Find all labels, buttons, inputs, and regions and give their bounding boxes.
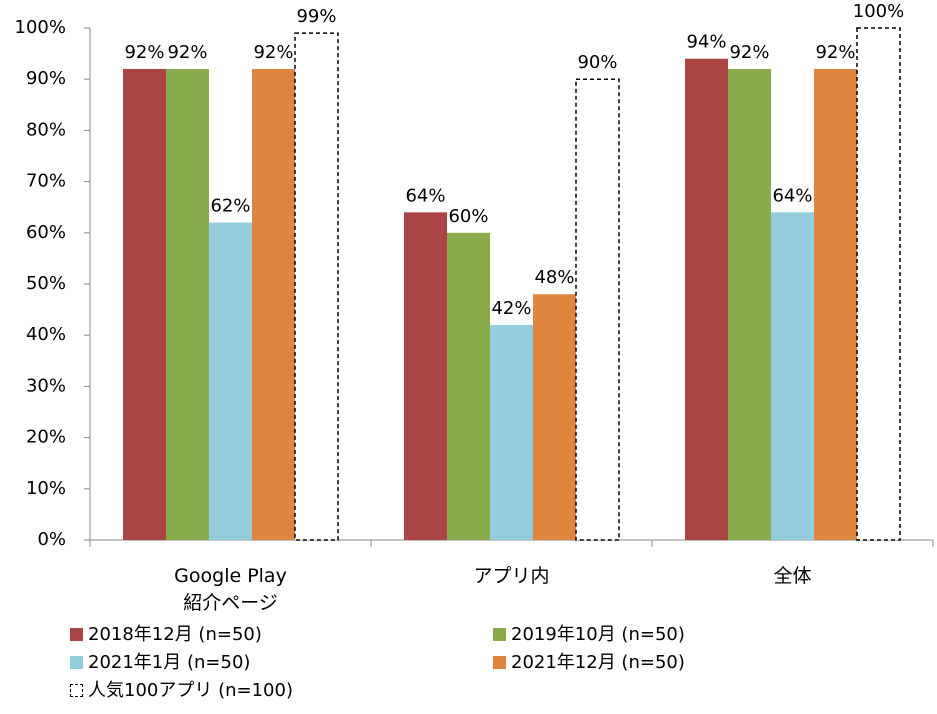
legend-swatch: [70, 684, 83, 697]
bar: [490, 324, 533, 540]
legend-label: 2019年10月 (n=50): [511, 624, 685, 645]
data-label: 60%: [448, 206, 488, 227]
y-tick-label: 40%: [26, 324, 66, 345]
legend-label: 人気100アプリ (n=100): [88, 680, 293, 701]
y-tick-label: 70%: [26, 171, 66, 192]
legend-label: 2018年12月 (n=50): [88, 624, 262, 645]
bar: [814, 68, 857, 541]
legend-item: 2019年10月 (n=50): [493, 625, 685, 645]
data-label: 92%: [729, 42, 769, 63]
x-tick-label: アプリ内: [473, 565, 550, 587]
bar: [575, 78, 620, 541]
legend-label: 2021年1月 (n=50): [88, 652, 251, 673]
legend-item: 2021年1月 (n=50): [70, 653, 250, 673]
data-label: 92%: [124, 42, 164, 63]
data-label: 92%: [167, 42, 207, 63]
y-tick-label: 10%: [26, 478, 66, 499]
data-label: 48%: [534, 267, 574, 288]
data-label: 62%: [210, 196, 250, 217]
legend-swatch: [70, 628, 83, 641]
bar: [533, 294, 576, 540]
x-tick-label: 全体: [773, 565, 812, 587]
y-tick-label: 20%: [26, 427, 66, 448]
y-tick-label: 0%: [37, 529, 66, 550]
y-tick-label: 30%: [26, 375, 66, 396]
y-tick-label: 50%: [26, 273, 66, 294]
data-label: 99%: [296, 6, 336, 27]
bar: [252, 68, 295, 541]
legend-label: 2021年12月 (n=50): [511, 652, 685, 673]
y-tick-label: 90%: [26, 68, 66, 89]
data-label: 64%: [405, 185, 445, 206]
bar: [294, 32, 339, 541]
bar: [404, 212, 447, 540]
data-label: 42%: [491, 298, 531, 319]
bar: [447, 232, 490, 541]
legend-item: 人気100アプリ (n=100): [70, 681, 293, 701]
y-tick-label: 80%: [26, 119, 66, 140]
bar: [123, 68, 166, 541]
bar: [728, 68, 771, 541]
y-tick-label: 100%: [15, 17, 66, 38]
data-label: 100%: [853, 1, 904, 22]
bar: [209, 222, 252, 540]
legend-swatch: [493, 628, 506, 641]
bar: [685, 58, 728, 540]
data-label: 92%: [815, 42, 855, 63]
data-label: 90%: [577, 52, 617, 73]
legend-item: 2018年12月 (n=50): [70, 625, 262, 645]
bar: [856, 27, 901, 541]
x-tick-label: Google Play 紹介ページ: [174, 565, 287, 614]
bar: [166, 68, 209, 541]
y-tick-label: 60%: [26, 222, 66, 243]
legend-item: 2021年12月 (n=50): [493, 653, 685, 673]
legend-swatch: [70, 656, 83, 669]
data-label: 92%: [253, 42, 293, 63]
legend-swatch: [493, 656, 506, 669]
data-label: 94%: [686, 32, 726, 53]
data-label: 64%: [772, 185, 812, 206]
bar: [771, 212, 814, 540]
